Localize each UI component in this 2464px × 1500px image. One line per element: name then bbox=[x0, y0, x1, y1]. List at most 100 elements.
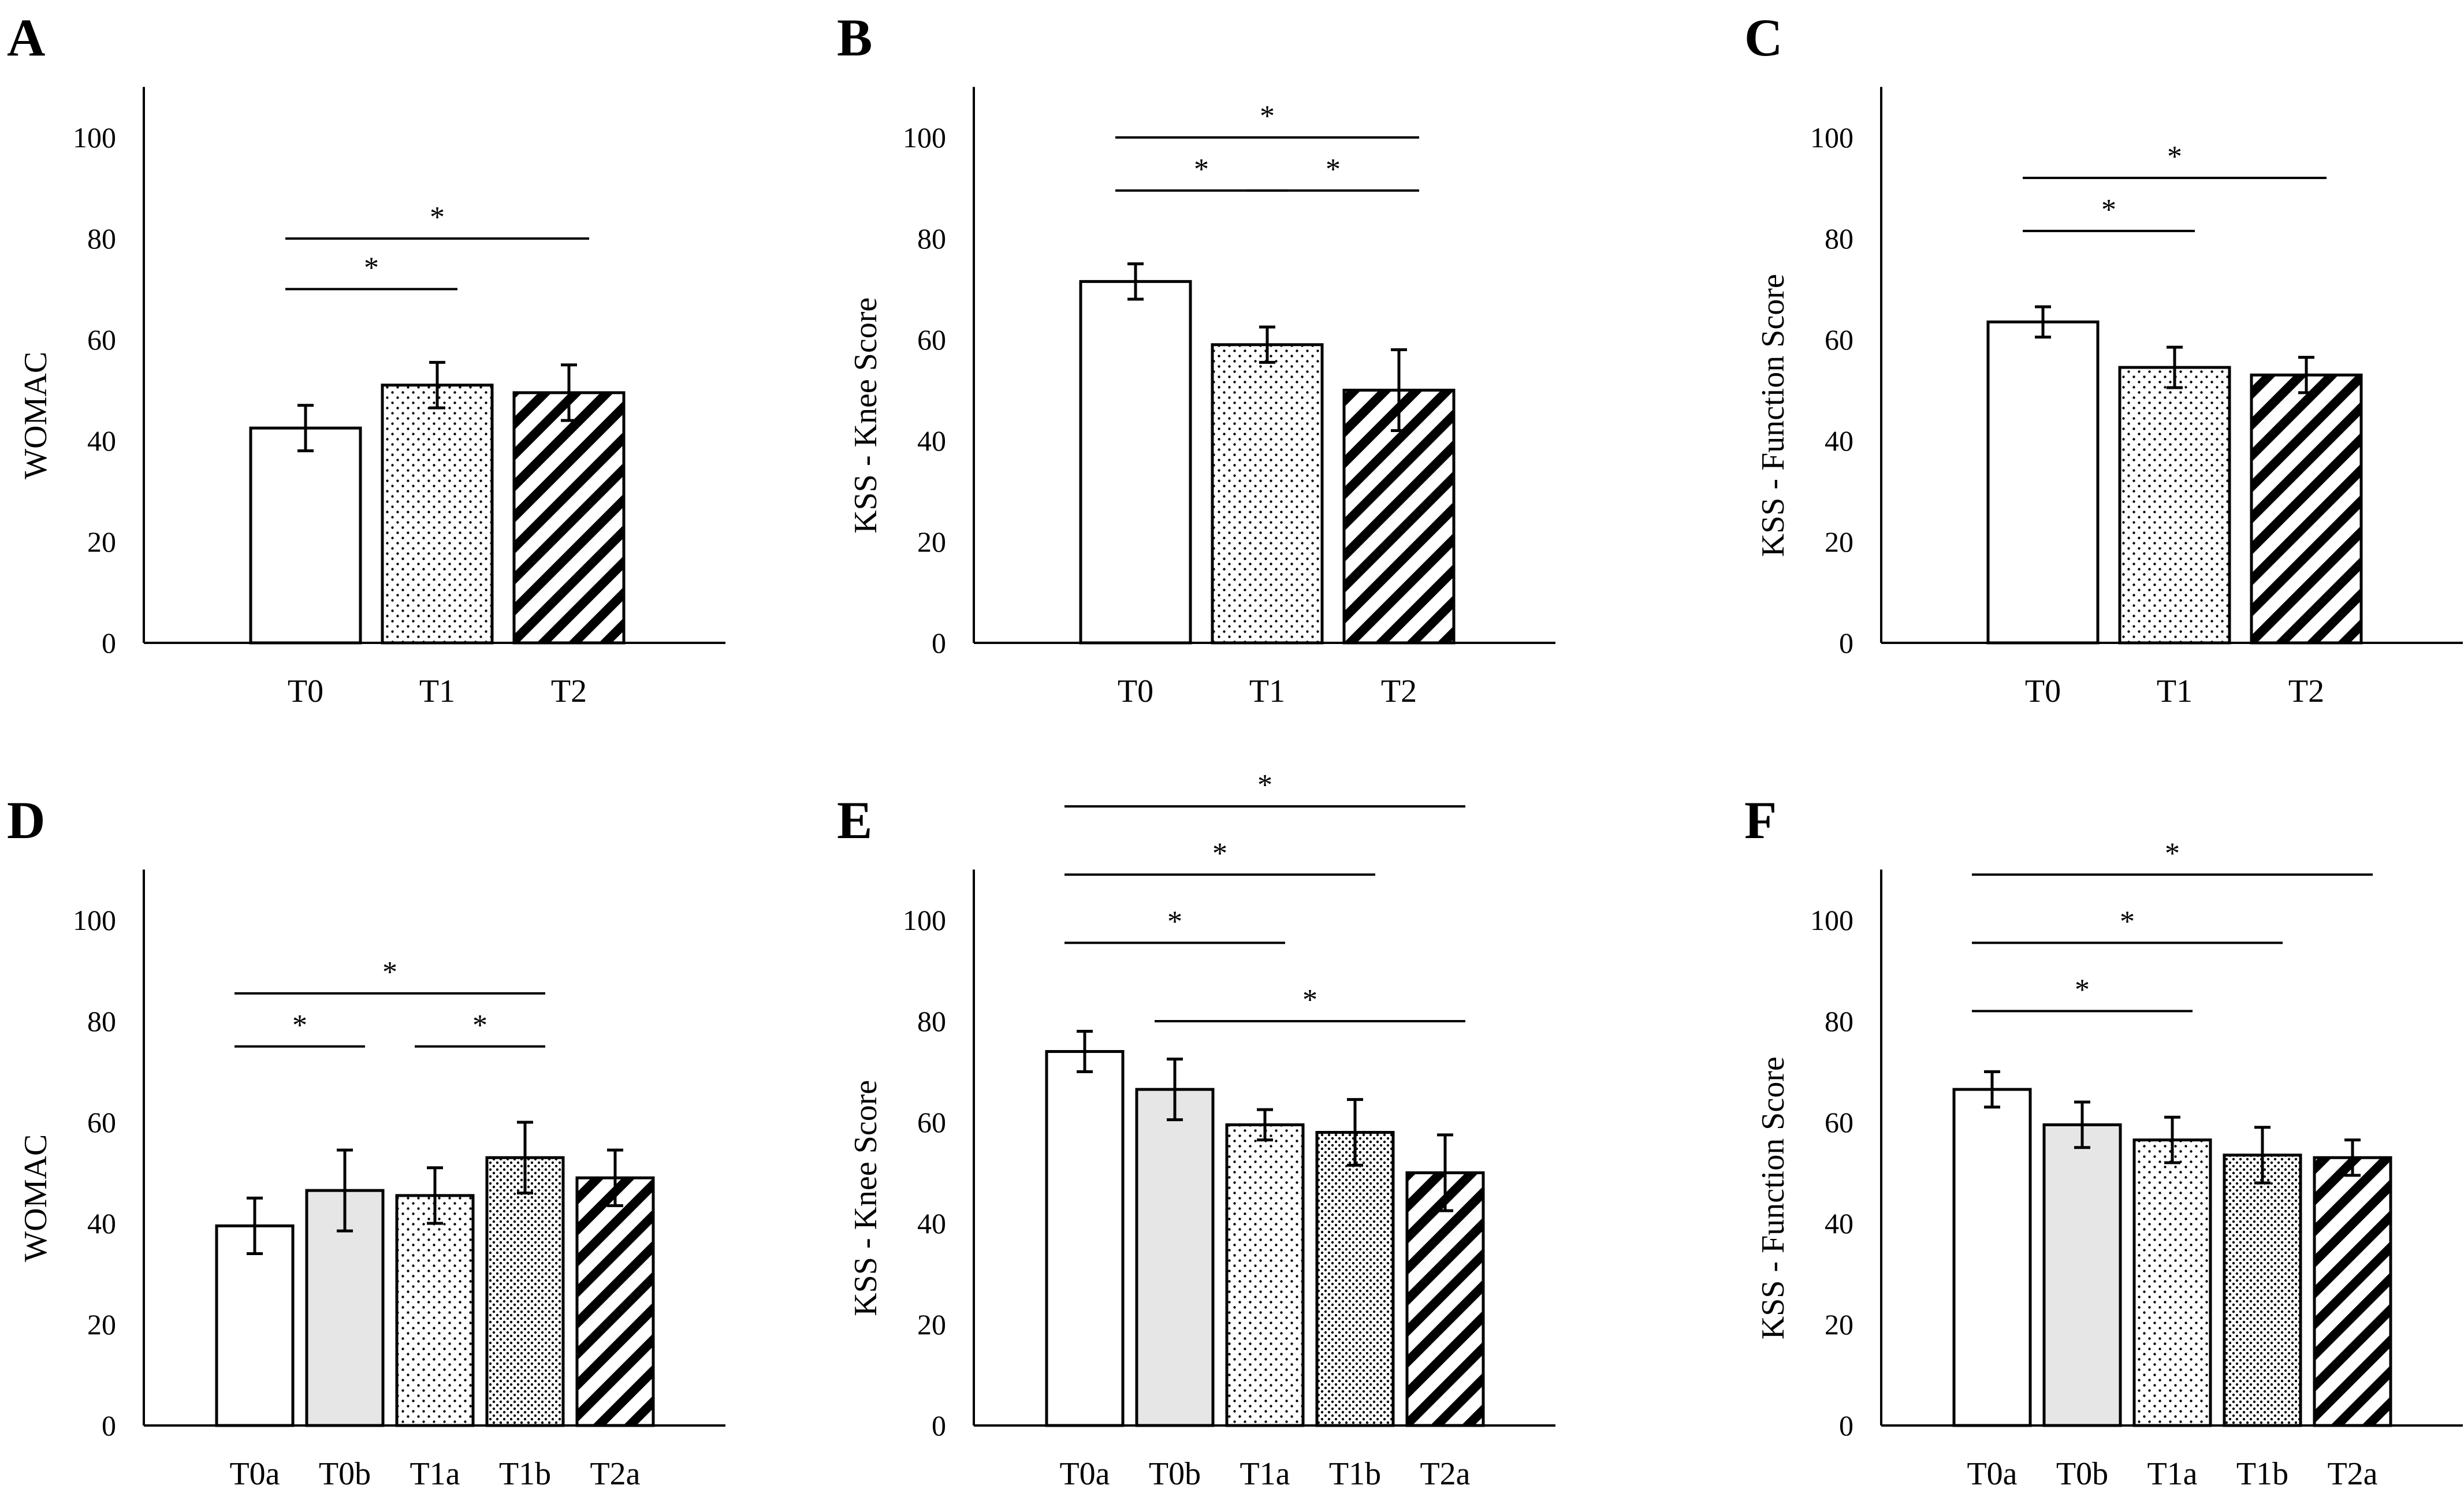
panel-f-x-tick-label: T1a bbox=[2147, 1456, 2197, 1492]
panel-d: D WOMAC 0 20 40 60 80 100 T0a T0b T1a T1b T2a * * * bbox=[7, 791, 725, 1492]
panel-e-x-tick-label: T0b bbox=[1149, 1456, 1201, 1492]
panel-a-x-tick-label: T0 bbox=[288, 673, 323, 709]
panel-b-bar-t2 bbox=[1342, 389, 1456, 645]
panel-e-y-tick-label: 60 bbox=[917, 1106, 946, 1138]
panel-d-error-bar-t0a bbox=[247, 1196, 263, 1255]
panel-a-significance-label: * bbox=[430, 201, 445, 234]
panel-c-y-tick-label: 80 bbox=[1825, 222, 1853, 255]
panel-d-x-tick-label: T2a bbox=[590, 1456, 640, 1492]
panel-a-bar-t1 bbox=[381, 384, 494, 645]
panel-d-y-tick-label: 80 bbox=[87, 1005, 116, 1037]
panel-a-y-tick-label: 100 bbox=[73, 121, 116, 154]
panel-f: F KSS - Function Score 0 20 40 60 80 100 T0a T0b T… bbox=[1744, 791, 2463, 1492]
panel-c-bar-t1 bbox=[2118, 366, 2231, 645]
panel-a-y-tick-label: 80 bbox=[87, 222, 116, 255]
panel-b-y-axis-title: KSS - Knee Score bbox=[848, 297, 884, 534]
panel-a-y-tick-label: 60 bbox=[87, 323, 116, 356]
panel-c-significance-label: * bbox=[2101, 193, 2116, 226]
panel-a-x-tick-label: T2 bbox=[551, 673, 587, 709]
panel-f-y-tick-label: 80 bbox=[1825, 1005, 1853, 1037]
panel-f-y-tick-label: 0 bbox=[1839, 1409, 1853, 1442]
panel-a-bar-t2 bbox=[512, 391, 626, 645]
panel-d-y-tick-label: 100 bbox=[73, 904, 116, 936]
panel-f-y-tick-label: 40 bbox=[1825, 1207, 1853, 1240]
panel-f-bar-t2a bbox=[2313, 1156, 2392, 1427]
panel-b-x-tick-label: T1 bbox=[1249, 673, 1285, 709]
panel-b-bar-t1 bbox=[1211, 343, 1324, 645]
panel-e-error-bar-t2a bbox=[1437, 1133, 1453, 1212]
panel-e-significance-label: * bbox=[1212, 837, 1227, 870]
panel-a-y-tick-label: 40 bbox=[87, 425, 116, 457]
panel-e-x-tick-label: T0a bbox=[1059, 1456, 1110, 1492]
panel-f-x-tick-label: T0b bbox=[2056, 1456, 2108, 1492]
panel-d-y-tick-label: 40 bbox=[87, 1207, 116, 1240]
panel-a-label: A bbox=[7, 8, 45, 67]
panel-a-x-tick-label: T1 bbox=[419, 673, 455, 709]
panel-a-y-axis-title: WOMAC bbox=[18, 352, 54, 479]
panel-c-x-tick-label: T0 bbox=[2025, 673, 2061, 709]
panel-b-significance-label: * bbox=[1326, 153, 1341, 186]
panel-e-y-tick-label: 80 bbox=[917, 1005, 946, 1037]
panel-a-y-tick-label: 20 bbox=[87, 526, 116, 558]
panel-e-error-bar-t1a bbox=[1257, 1108, 1273, 1142]
panel-e-x-tick-label: T1a bbox=[1240, 1456, 1290, 1492]
panel-f-label: F bbox=[1744, 791, 1777, 850]
panel-f-y-tick-label: 100 bbox=[1810, 904, 1853, 936]
panel-e-significance-label: * bbox=[1257, 769, 1272, 802]
panel-e: E KSS - Knee Score 0 20 40 60 80 100 T0a T0b T1a T1… bbox=[837, 769, 1555, 1492]
panel-d-error-bar-t1b bbox=[517, 1121, 533, 1194]
panel-b-bar-t0 bbox=[1079, 280, 1192, 645]
panel-a-y-tick-label: 0 bbox=[102, 627, 116, 659]
panel-f-bar-t1b bbox=[2223, 1153, 2302, 1427]
panel-f-bar-t0a bbox=[1952, 1088, 2032, 1427]
panel-a-error-bar-t1 bbox=[429, 360, 445, 410]
panel-d-error-bar-t2a bbox=[607, 1148, 623, 1207]
panel-d-y-tick-label: 60 bbox=[87, 1106, 116, 1138]
panel-f-significance-label: * bbox=[2165, 837, 2180, 870]
panel-b-x-tick-label: T0 bbox=[1118, 673, 1153, 709]
panel-f-x-tick-label: T2a bbox=[2327, 1456, 2377, 1492]
panel-c-y-tick-label: 0 bbox=[1839, 627, 1853, 659]
panel-b-y-tick-label: 60 bbox=[917, 323, 946, 356]
panel-b-label: B bbox=[837, 8, 872, 67]
panel-e-y-tick-label: 40 bbox=[917, 1207, 946, 1240]
panel-e-y-tick-label: 100 bbox=[903, 904, 946, 936]
panel-c-error-bar-t1 bbox=[2167, 345, 2183, 389]
panel-b-x-tick-label: T2 bbox=[1381, 673, 1417, 709]
panel-f-error-bar-t1b bbox=[2254, 1126, 2271, 1185]
panel-e-y-axis-title: KSS - Knee Score bbox=[848, 1080, 884, 1316]
panel-f-significance-label: * bbox=[2075, 974, 2090, 1007]
panel-d-label: D bbox=[7, 791, 45, 850]
panel-c-label: C bbox=[1744, 8, 1782, 67]
panel-c-x-tick-label: T1 bbox=[2157, 673, 2193, 709]
panel-d-y-axis-title: WOMAC bbox=[18, 1134, 54, 1262]
panel-d-x-tick-label: T0a bbox=[229, 1456, 280, 1492]
panel-f-bar-t0b bbox=[2042, 1123, 2122, 1427]
panel-e-bar-t1a bbox=[1225, 1123, 1305, 1427]
panel-f-error-bar-t2a bbox=[2344, 1138, 2361, 1177]
panel-a-error-bar-t0 bbox=[297, 404, 314, 452]
panel-e-x-tick-label: T1b bbox=[1329, 1456, 1381, 1492]
panel-d-error-bar-t0b bbox=[337, 1148, 353, 1233]
panel-e-bar-t0a bbox=[1045, 1050, 1125, 1427]
panel-d-bar-t1b bbox=[485, 1156, 565, 1427]
panel-b-y-tick-label: 40 bbox=[917, 425, 946, 457]
panel-c-x-tick-label: T2 bbox=[2288, 673, 2324, 709]
panel-a-significance-label: * bbox=[364, 252, 379, 285]
panel-c-y-tick-label: 20 bbox=[1825, 526, 1853, 558]
panel-b-y-tick-label: 80 bbox=[917, 222, 946, 255]
panel-d-bar-t0a bbox=[215, 1224, 295, 1427]
panel-c-bar-t2 bbox=[2250, 373, 2363, 645]
panel-d-y-tick-label: 20 bbox=[87, 1308, 116, 1341]
panel-f-error-bar-t1a bbox=[2164, 1115, 2180, 1164]
panel-e-significance-label: * bbox=[1302, 984, 1317, 1017]
panel-b-y-tick-label: 100 bbox=[903, 121, 946, 154]
panel-e-y-tick-label: 0 bbox=[932, 1409, 946, 1442]
panel-d-x-tick-label: T0b bbox=[319, 1456, 371, 1492]
panel-e-error-bar-t0b bbox=[1167, 1058, 1183, 1122]
panel-f-significance-label: * bbox=[2120, 905, 2135, 938]
panel-f-y-axis-title: KSS - Function Score bbox=[1755, 1056, 1791, 1339]
panel-e-error-bar-t0a bbox=[1077, 1030, 1093, 1073]
panel-f-bar-t1a bbox=[2132, 1138, 2212, 1427]
